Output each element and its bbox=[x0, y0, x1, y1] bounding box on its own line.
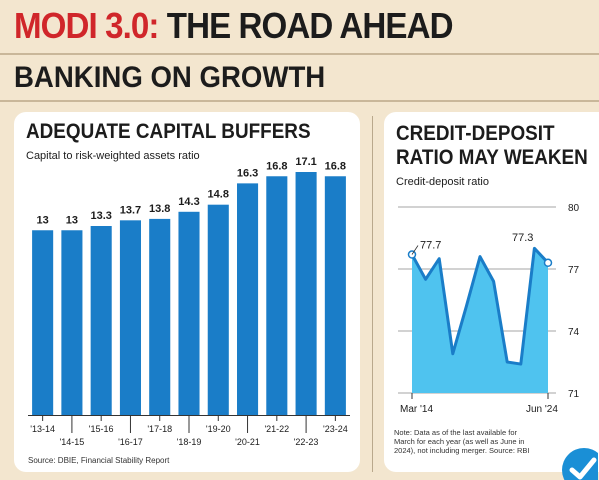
bar-value-label: 13 bbox=[66, 214, 78, 226]
bar-category-label: '13-14 bbox=[30, 424, 55, 434]
bar bbox=[178, 211, 200, 415]
section-title: BANKING ON GROWTH bbox=[14, 61, 326, 94]
cd-area-chart: 80 77 74 71 77.7 77.3 Mar '14 Jun '24 bbox=[398, 203, 580, 415]
bar-value-label: 13.8 bbox=[149, 203, 170, 215]
bar-value-label: 13.3 bbox=[90, 210, 111, 222]
bar-category-label: '19-20 bbox=[206, 424, 231, 434]
bar-category-label: '15-16 bbox=[89, 424, 114, 434]
bar-value-label: 16.8 bbox=[266, 160, 287, 172]
bar-value-label: 16.8 bbox=[325, 160, 346, 172]
cd-y-tick-label: 74 bbox=[568, 327, 580, 338]
section-rule bbox=[0, 100, 599, 102]
bar-category-label: '18-19 bbox=[177, 437, 202, 447]
capital-buffers-panel: ADEQUATE CAPITAL BUFFERS Capital to risk… bbox=[14, 112, 360, 472]
bar-value-label: 17.1 bbox=[295, 156, 316, 168]
cd-y-tick-label: 80 bbox=[568, 203, 580, 214]
bar bbox=[237, 183, 259, 415]
cd-x-label-end: Jun '24 bbox=[526, 404, 558, 415]
cd-annotation-start: 77.7 bbox=[420, 240, 441, 252]
bar-category-label: '14-15 bbox=[60, 437, 85, 447]
cd-point-marker bbox=[543, 258, 553, 268]
headline-dark: THE ROAD AHEAD bbox=[166, 5, 454, 46]
bar-category-label: '23-24 bbox=[323, 424, 348, 434]
capital-chart-source: Source: DBIE, Financial Stability Report bbox=[28, 456, 170, 465]
bar bbox=[90, 226, 112, 415]
cd-y-tick-label: 71 bbox=[568, 389, 580, 400]
cd-annotation-leader bbox=[411, 245, 419, 255]
cd-y-tick-label: 77 bbox=[568, 265, 580, 276]
bar-value-label: 16.3 bbox=[237, 167, 258, 179]
bar bbox=[119, 220, 141, 415]
cd-x-label-start: Mar '14 bbox=[400, 404, 433, 415]
bar bbox=[149, 218, 171, 415]
cd-area bbox=[412, 248, 548, 393]
bar-category-label: '16-17 bbox=[118, 437, 143, 447]
capital-chart-subtitle: Capital to risk-weighted assets ratio bbox=[26, 150, 200, 162]
bar bbox=[32, 230, 54, 415]
capital-chart-title: ADEQUATE CAPITAL BUFFERS bbox=[26, 120, 311, 143]
bar bbox=[324, 176, 346, 415]
bar-value-label: 13.7 bbox=[120, 204, 141, 216]
bar-value-label: 13 bbox=[37, 214, 49, 226]
bar-category-label: '20-21 bbox=[235, 437, 260, 447]
cd-chart-title-line2: RATIO MAY WEAKEN bbox=[396, 146, 588, 169]
headline-red: MODI 3.0: bbox=[14, 5, 159, 46]
bar-category-label: '17-18 bbox=[147, 424, 172, 434]
cd-chart-note: Note: Data as of the last available for … bbox=[394, 428, 530, 455]
cd-line bbox=[410, 246, 550, 366]
headline: MODI 3.0: THE ROAD AHEAD bbox=[14, 4, 548, 48]
bar bbox=[207, 204, 229, 415]
bar bbox=[295, 172, 317, 415]
header-rule bbox=[0, 53, 599, 55]
cd-chart-title-line1: CREDIT-DEPOSIT bbox=[396, 122, 555, 145]
cd-chart-subtitle: Credit-deposit ratio bbox=[396, 176, 489, 188]
credit-deposit-panel: CREDIT-DEPOSIT RATIO MAY WEAKEN Credit-d… bbox=[384, 112, 599, 472]
bar-category-label: '21-22 bbox=[264, 424, 289, 434]
panel-divider bbox=[372, 116, 373, 472]
bar-category-label: '22-23 bbox=[294, 437, 319, 447]
bar bbox=[61, 230, 83, 415]
bar-value-label: 14.3 bbox=[178, 196, 199, 208]
capital-bar-chart: 13 '13-14 13 '14-15 13.3 '15-16 13.7 '16-17 13.8… bbox=[28, 156, 350, 447]
bar bbox=[266, 176, 288, 415]
checkmark-badge-icon bbox=[562, 448, 598, 480]
cd-annotation-end: 77.3 bbox=[512, 232, 533, 244]
bar-value-label: 14.8 bbox=[208, 189, 229, 201]
